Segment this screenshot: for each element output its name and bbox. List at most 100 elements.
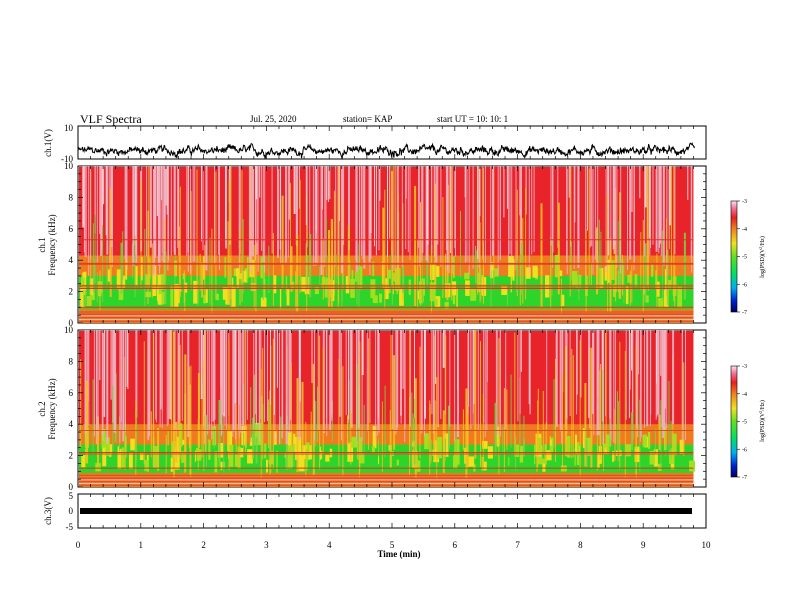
spectrogram-streak: [229, 166, 232, 245]
spectrogram-streak: [178, 330, 180, 422]
spectrogram-streak: [613, 330, 615, 443]
spectrogram-streak: [251, 166, 253, 290]
spectrogram-streak: [290, 363, 292, 453]
spectrogram-streak: [511, 166, 513, 258]
spectrogram-streak: [184, 393, 187, 455]
spectrogram-streak: [639, 399, 641, 472]
ch2-spectrogram-heatmap: [79, 330, 695, 487]
spectrogram-streak: [270, 330, 271, 405]
spectrogram-streak: [499, 330, 501, 423]
spectrogram-speckle: [452, 256, 455, 278]
spectrogram-streak: [205, 166, 208, 271]
spectrogram-streak: [366, 330, 368, 432]
spectrogram-ytick-label: 4: [69, 419, 74, 429]
spectrogram-streak: [206, 415, 207, 467]
spectrogram-streak: [120, 330, 122, 431]
spectrogram-streak: [155, 330, 157, 423]
spectrogram-streak: [287, 166, 289, 258]
spectrogram-streak: [161, 330, 163, 429]
spectrogram-streak: [150, 411, 152, 458]
spectrogram-streak: [392, 330, 394, 430]
spectrogram-streak: [448, 405, 450, 449]
spectrogram-streak: [381, 401, 383, 472]
spectrogram-streak: [272, 233, 274, 306]
spectrogram-speckle: [170, 457, 173, 472]
spectrogram-streak: [409, 166, 411, 260]
spectrogram-speckle: [95, 463, 101, 472]
spectrogram-streak: [649, 166, 651, 249]
x-axis-tick-labels: 0 1 2 3 4 5 6 7 8 9 10: [76, 540, 711, 550]
spectrogram-streak: [240, 330, 241, 433]
spectrogram-streak: [420, 202, 421, 306]
spectrogram-speckle: [264, 443, 267, 459]
spectrogram-streak: [644, 166, 647, 208]
spectrogram-streak: [561, 278, 562, 315]
spectrogram-streak: [167, 166, 169, 271]
spectrogram-speckle: [575, 434, 578, 451]
spectrogram-speckle: [247, 257, 249, 279]
spectrogram-streak: [186, 166, 188, 257]
spectrogram-streak: [163, 219, 165, 287]
spectrogram-streak: [347, 415, 348, 450]
spectrogram-streak: [420, 330, 422, 434]
spectrogram-streak: [405, 166, 407, 199]
spectrogram-streak: [315, 166, 317, 233]
spectrogram-streak: [329, 330, 332, 432]
spectrogram-streak: [520, 242, 523, 295]
spectrogram-speckle: [387, 269, 393, 279]
spectrogram-speckle: [392, 272, 396, 282]
spectrogram-streak: [356, 264, 358, 305]
spectrogram-speckle: [116, 269, 121, 290]
spectrogram-streak: [431, 166, 433, 254]
spectrogram-speckle: [140, 256, 143, 281]
spectrogram-streak: [293, 166, 296, 215]
spectrogram-streak: [319, 266, 321, 286]
spectrogram-streak: [510, 374, 512, 448]
spectrogram-speckle: [273, 275, 277, 294]
spectrogram-streak: [296, 378, 299, 473]
spectrogram-streak: [295, 166, 297, 246]
spectrogram-streak: [122, 231, 124, 280]
spectrogram-streak: [314, 330, 315, 441]
spectrogram-streak: [657, 330, 659, 415]
spectrogram-streak: [369, 330, 371, 424]
spectrogram-streak: [457, 330, 459, 416]
spectrogram-streak: [662, 166, 665, 266]
spectrogram-streak: [119, 330, 121, 443]
spectrogram-streak: [390, 334, 392, 449]
spectrogram-streak: [205, 330, 206, 453]
spectrogram-streak: [194, 166, 196, 262]
spectrogram-streak: [442, 410, 445, 473]
spectrogram-streak: [614, 409, 616, 461]
spectrogram-ytick-label: 6: [69, 388, 74, 398]
x-tick-label: 2: [201, 540, 206, 550]
spectrogram-streak: [253, 244, 255, 309]
spectrogram-speckle: [605, 434, 612, 447]
spectrogram-streak: [355, 166, 358, 272]
spectrogram-streak: [484, 166, 486, 264]
spectrogram-streak: [391, 250, 392, 286]
spectrogram-streak: [622, 254, 623, 296]
ch3-ytick-mid: 0: [69, 506, 74, 516]
spectrogram-streak: [126, 166, 128, 270]
spectrogram-speckle: [489, 262, 495, 279]
spectrogram-ytick-label: 10: [64, 325, 74, 335]
spectrogram-streak: [444, 438, 446, 461]
spectrogram-speckle: [434, 266, 440, 277]
spectrogram-streak: [241, 330, 243, 426]
spectrogram-streak: [295, 271, 297, 309]
spectrogram-speckle: [532, 265, 538, 278]
spectrogram-streak: [557, 202, 560, 295]
spectrogram-streak: [507, 286, 508, 306]
spectrogram-streak: [219, 166, 220, 270]
spectrogram-streak: [561, 330, 563, 444]
spectrogram-streak: [312, 166, 314, 267]
spectrogram-speckle: [497, 426, 499, 447]
spectrogram-streak: [588, 330, 590, 419]
spectrogram-streak: [656, 253, 658, 308]
ch2-colorbar: -3 -4 -5 -6 -7 log(PSD)(V2/Hz): [730, 364, 766, 481]
spectrogram-streak: [502, 427, 504, 454]
spectrogram-streak: [317, 330, 319, 431]
spectrogram-speckle: [456, 288, 458, 307]
spectrogram-streak: [271, 166, 273, 254]
